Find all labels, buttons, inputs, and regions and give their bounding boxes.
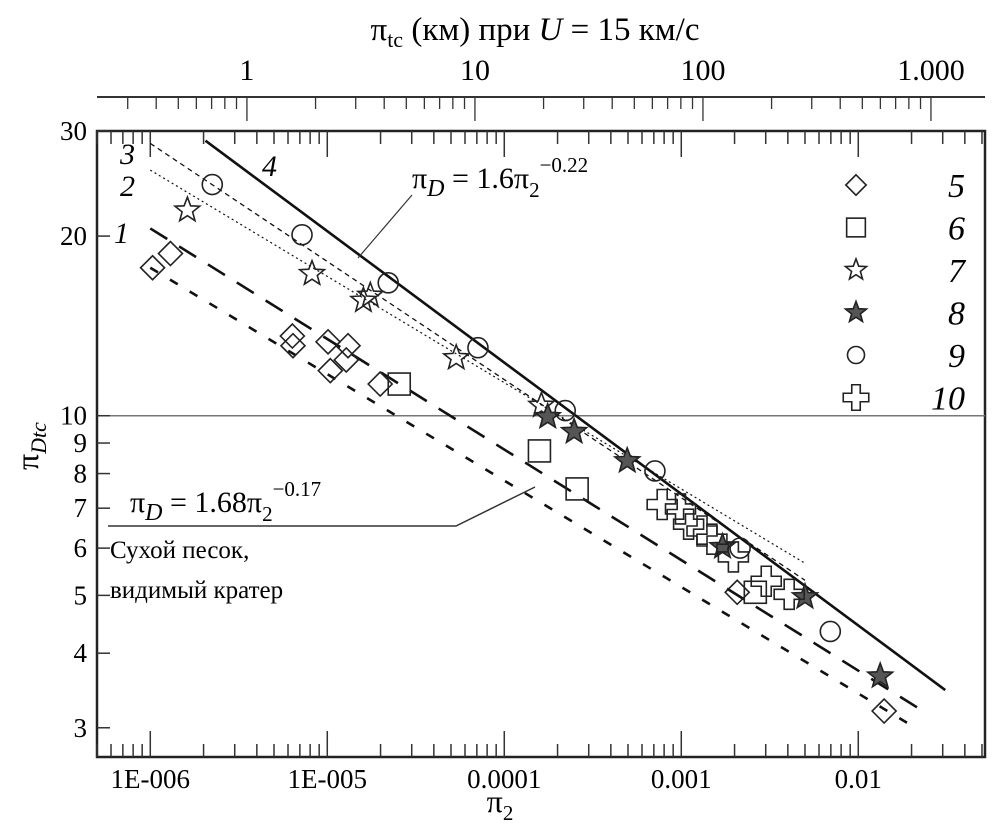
marker-series-9	[729, 537, 751, 559]
y-tick-label: 10	[60, 401, 87, 431]
line-fit-dry-sand	[149, 266, 916, 729]
y-tick-label: 5	[74, 580, 88, 610]
marker-series-7	[526, 390, 556, 418]
legend-label-8: 8	[948, 296, 965, 333]
marker-series-5	[317, 357, 344, 384]
legend-circle-icon	[846, 345, 866, 365]
marker-series-5	[279, 332, 307, 359]
curve-label-3: 3	[119, 138, 135, 171]
legend-star-filled-icon	[843, 299, 869, 324]
legend-cross-icon	[842, 383, 870, 412]
marker-series-9	[291, 223, 313, 246]
marker-series-10	[750, 565, 783, 598]
y-tick-label: 9	[74, 428, 88, 458]
marker-series-8	[559, 416, 589, 445]
x-axis-ticks: 1E-006 1E-005 0.0001 0.001 0.01	[96, 131, 983, 794]
data-markers	[139, 173, 898, 725]
marker-series-10	[717, 541, 750, 573]
marker-series-5	[871, 697, 898, 725]
y-tick-label: 7	[74, 493, 88, 523]
marker-series-6	[743, 580, 768, 605]
marker-series-10	[664, 493, 697, 525]
y-tick-label: 3	[74, 713, 88, 743]
marker-series-8	[533, 401, 563, 430]
top-axis-title: πtc (км) при U = 15 км/с	[371, 12, 700, 52]
marker-series-7	[441, 342, 471, 371]
lower-fit-formula: πD = 1.68π2−0.17	[130, 477, 321, 526]
upper-annotation-leader	[357, 194, 413, 259]
top-tick-label: 10	[460, 54, 490, 87]
marker-series-10	[696, 523, 728, 556]
marker-series-9	[644, 460, 666, 482]
marker-series-5	[333, 346, 360, 374]
legend-label-5: 5	[948, 168, 965, 205]
top-tick-label: 1.000	[897, 54, 965, 87]
top-tick-label: 100	[680, 54, 725, 87]
y-tick-label: 8	[74, 459, 88, 489]
marker-series-7	[172, 194, 202, 223]
marker-series-5	[334, 332, 362, 359]
upper-fit-formula: πD = 1.6π2−0.22	[412, 153, 588, 202]
marker-series-9	[201, 173, 224, 196]
marker-series-7	[297, 258, 327, 287]
legend-diamond-icon	[844, 173, 868, 197]
marker-series-10	[773, 578, 805, 611]
y-tick-label: 20	[60, 221, 87, 251]
x-axis-title: π2	[487, 783, 514, 825]
x-tick-label: 0.01	[835, 764, 882, 794]
fit-lines	[149, 139, 947, 729]
marker-series-6	[565, 477, 589, 501]
legend-label-10: 10	[931, 381, 965, 418]
marker-series-5	[139, 254, 166, 281]
marker-series-8	[865, 660, 895, 689]
x-tick-label: 1E-006	[111, 764, 190, 794]
x-tick-label: 1E-005	[288, 764, 367, 794]
top-axis-ticks: 1 10 100 1.000	[127, 54, 965, 121]
x-tick-label: 0.0001	[467, 764, 541, 794]
annotation-note-line1: Сухой песок,	[110, 537, 249, 564]
marker-series-5	[724, 579, 751, 606]
marker-series-6	[387, 372, 412, 396]
legend-label-9: 9	[948, 338, 965, 375]
marker-series-7	[355, 280, 385, 308]
y-axis-title: πDtc	[9, 422, 51, 470]
legend-square-icon	[845, 217, 867, 238]
plot-frame	[95, 129, 987, 759]
marker-series-5	[314, 328, 342, 355]
line-1	[149, 227, 927, 714]
x-tick-label: 0.001	[651, 764, 712, 794]
y-tick-label: 30	[60, 116, 87, 146]
marker-series-9	[554, 399, 577, 422]
marker-series-10	[672, 508, 705, 541]
legend-label-7: 7	[948, 253, 967, 290]
marker-series-9	[819, 620, 842, 643]
marker-series-8	[790, 581, 820, 610]
curve-label-4: 4	[262, 150, 277, 183]
marker-series-10	[646, 488, 678, 521]
marker-series-6	[527, 439, 552, 463]
marker-series-9	[377, 272, 400, 294]
line-4	[204, 139, 947, 692]
y-tick-label: 4	[74, 638, 88, 668]
y-tick-label: 6	[74, 533, 88, 563]
curve-label-2: 2	[120, 170, 135, 203]
annotation-note-line2: видимый кратер	[110, 577, 283, 604]
line-2	[149, 169, 806, 564]
lower-annotation-leader	[108, 486, 536, 527]
marker-series-5	[279, 322, 306, 350]
legend-star-open-icon	[843, 256, 869, 281]
marker-series-9	[467, 336, 489, 359]
marker-series-5	[157, 240, 184, 267]
legend-label-6: 6	[948, 211, 965, 248]
marker-series-10	[686, 515, 718, 547]
marker-series-8	[612, 445, 642, 474]
curve-label-1: 1	[114, 217, 129, 250]
top-tick-label: 1	[239, 54, 254, 87]
legend: 5 6 7 8 9 10	[842, 168, 967, 418]
